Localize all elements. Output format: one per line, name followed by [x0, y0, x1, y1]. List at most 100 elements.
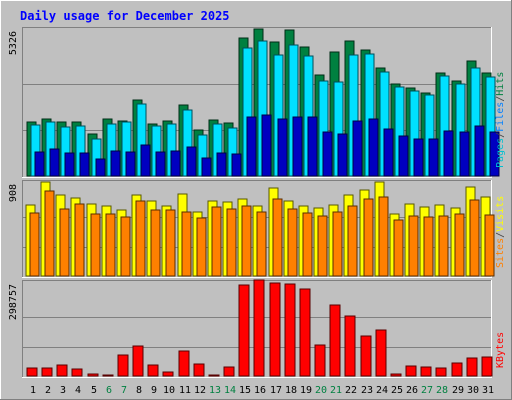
bar-kbytes-8 [132, 345, 144, 377]
bar-pages-13 [216, 152, 227, 177]
bar-sites-3 [59, 208, 70, 277]
bar-sites-24 [378, 196, 389, 277]
bar-pages-20 [322, 131, 333, 177]
bar-kbytes-21 [329, 304, 341, 377]
bar-sites-5 [90, 213, 101, 277]
bar-sites-6 [105, 213, 116, 277]
x-tick-label-10: 10 [163, 385, 175, 396]
legend-item: Files [495, 102, 506, 132]
bar-pages-27 [428, 138, 439, 177]
x-tick-label-8: 8 [136, 385, 142, 396]
bar-sites-19 [302, 212, 313, 277]
bar-kbytes-24 [375, 329, 387, 377]
bar-sites-1 [29, 212, 40, 277]
bar-pages-25 [398, 135, 409, 177]
bar-pages-5 [95, 158, 106, 177]
bar-pages-23 [368, 118, 379, 177]
bar-pages-18 [292, 116, 303, 177]
bar-pages-1 [34, 151, 45, 177]
bar-sites-13 [211, 206, 222, 277]
bar-sites-17 [272, 198, 283, 277]
bar-sites-9 [150, 209, 161, 277]
legend-panel-2: Sites/Visits [495, 196, 506, 268]
x-tick-label-21: 21 [330, 385, 342, 396]
x-tick-label-20: 20 [315, 385, 327, 396]
bar-kbytes-26 [405, 365, 417, 377]
bar-kbytes-30 [466, 357, 478, 377]
x-tick-label-31: 31 [482, 385, 494, 396]
bar-pages-19 [307, 116, 318, 177]
bar-kbytes-23 [360, 335, 372, 377]
x-tick-label-17: 17 [270, 385, 282, 396]
x-tick-label-11: 11 [179, 385, 191, 396]
legend-item: KBytes [495, 332, 506, 368]
bar-kbytes-12 [193, 363, 205, 377]
bar-pages-10 [170, 150, 181, 177]
bar-kbytes-14 [223, 366, 235, 377]
bar-sites-22 [347, 205, 358, 277]
bar-pages-29 [459, 131, 470, 177]
bar-kbytes-7 [117, 354, 129, 377]
panel-3: 298757 KBytes [8, 279, 506, 378]
x-tick-label-14: 14 [224, 385, 236, 396]
legend-item: Hits [495, 72, 506, 96]
legend-item: / [495, 132, 506, 138]
bar-pages-26 [413, 138, 424, 177]
bar-kbytes-16 [253, 279, 265, 377]
bar-kbytes-17 [269, 282, 281, 377]
x-tick-label-9: 9 [151, 385, 157, 396]
bar-kbytes-1 [26, 367, 38, 377]
x-tick-label-3: 3 [60, 385, 66, 396]
bar-pages-6 [110, 150, 121, 177]
bar-kbytes-9 [147, 364, 159, 377]
bar-kbytes-10 [162, 371, 174, 377]
x-tick-label-29: 29 [452, 385, 464, 396]
x-tick-label-6: 6 [106, 385, 112, 396]
bar-kbytes-28 [435, 367, 447, 377]
bar-sites-28 [438, 215, 449, 277]
bar-pages-9 [155, 151, 166, 177]
bar-sites-20 [317, 215, 328, 277]
bar-sites-16 [256, 211, 267, 277]
bar-pages-21 [337, 133, 348, 177]
bar-sites-25 [393, 219, 404, 277]
bar-kbytes-13 [208, 374, 220, 377]
x-tick-label-15: 15 [239, 385, 251, 396]
x-tick-label-30: 30 [467, 385, 479, 396]
bar-pages-24 [383, 128, 394, 177]
bar-sites-21 [332, 211, 343, 277]
x-tick-label-4: 4 [75, 385, 81, 396]
x-tick-label-16: 16 [254, 385, 266, 396]
bar-sites-7 [120, 216, 131, 277]
bar-pages-2 [49, 148, 60, 177]
bar-sites-26 [408, 215, 419, 277]
bar-pages-31 [489, 131, 500, 177]
x-axis-labels: 1 2 3 4 5 6 7 8 9 10 11 12 13 14 15 16 17 18 19 20 21 22 23 24 2… [30, 385, 494, 396]
bar-sites-27 [423, 216, 434, 277]
bar-kbytes-31 [481, 356, 493, 377]
bar-kbytes-25 [390, 373, 402, 377]
bar-sites-31 [484, 214, 495, 277]
y-tick-label: 908 [8, 184, 19, 202]
legend-panel-3: KBytes [495, 332, 506, 368]
bar-sites-4 [74, 203, 85, 277]
x-tick-label-5: 5 [91, 385, 97, 396]
bar-pages-12 [201, 157, 212, 177]
bar-pages-28 [443, 130, 454, 177]
bar-sites-15 [241, 205, 252, 277]
x-tick-label-1: 1 [30, 385, 36, 396]
chart-title: Daily usage for December 2025 [20, 9, 230, 23]
x-tick-label-27: 27 [421, 385, 433, 396]
x-tick-label-24: 24 [376, 385, 388, 396]
bar-pages-3 [64, 152, 75, 177]
x-tick-label-12: 12 [194, 385, 206, 396]
bar-kbytes-4 [71, 368, 83, 377]
bar-kbytes-15 [238, 284, 250, 377]
bar-sites-14 [226, 208, 237, 277]
bar-pages-16 [261, 114, 272, 177]
legend-item: / [495, 232, 506, 238]
y-tick-label: 298757 [8, 284, 19, 320]
legend-item: / [495, 96, 506, 102]
